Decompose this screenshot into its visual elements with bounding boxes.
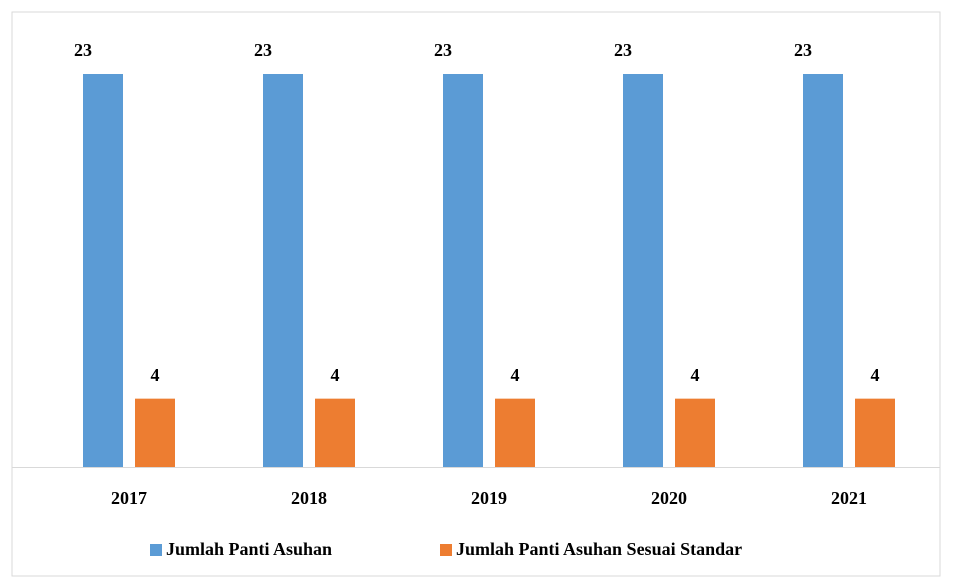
x-tick-label: 2020 [651,488,687,508]
data-label: 4 [151,365,160,385]
bar [675,398,715,467]
data-label: 4 [331,365,340,385]
legend-label: Jumlah Panti Asuhan Sesuai Standar [456,539,742,559]
data-label: 23 [74,40,92,60]
data-label: 23 [254,40,272,60]
bar [83,74,123,467]
bar [263,74,303,467]
x-tick-label: 2017 [111,488,147,508]
bar [803,74,843,467]
data-label: 23 [434,40,452,60]
data-label: 23 [614,40,632,60]
bar [315,398,355,467]
bar [855,398,895,467]
legend-swatch [440,544,452,556]
data-label: 23 [794,40,812,60]
data-label: 4 [691,365,700,385]
x-tick-label: 2021 [831,488,867,508]
legend-swatch [150,544,162,556]
bar [623,74,663,467]
x-tick-label: 2018 [291,488,327,508]
data-label: 4 [511,365,520,385]
legend-label: Jumlah Panti Asuhan [166,539,332,559]
bar [135,398,175,467]
data-label: 4 [871,365,880,385]
bar [443,74,483,467]
bar [495,398,535,467]
x-tick-label: 2019 [471,488,507,508]
